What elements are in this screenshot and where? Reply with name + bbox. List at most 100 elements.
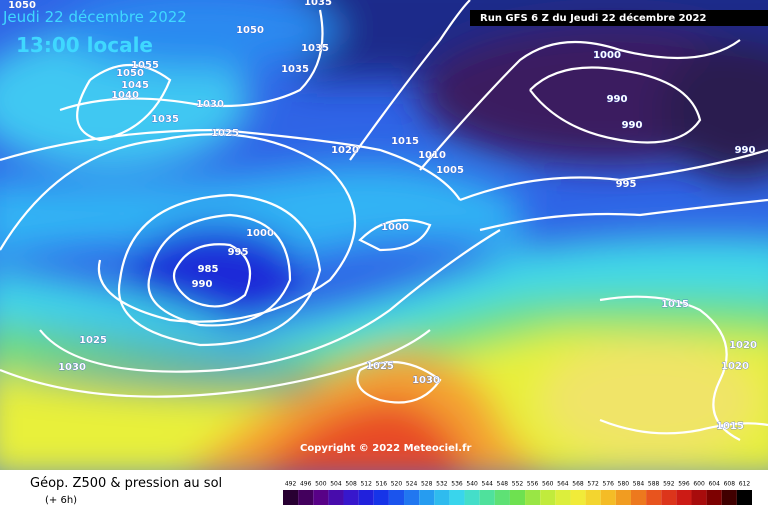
scale-swatch: [509, 490, 526, 505]
isobar-label: 1000: [381, 222, 409, 233]
isobar-label: 1020: [331, 145, 359, 156]
scale-swatch: [388, 490, 405, 505]
scale-label: 604: [708, 481, 720, 488]
scale-swatch: [358, 490, 374, 505]
scale-label: 528: [421, 481, 433, 488]
isobar-label: 1020: [721, 361, 749, 372]
scale-swatch: [736, 490, 752, 505]
scale-swatch: [404, 490, 420, 505]
isobars: [0, 0, 768, 441]
isobar-label: 1055: [131, 60, 159, 71]
scale-label: 520: [391, 481, 403, 488]
scale-swatch: [464, 490, 480, 505]
scale-swatch: [570, 490, 586, 505]
scale-swatch: [434, 490, 450, 505]
scale-swatch: [343, 490, 359, 505]
scale-swatch: [525, 490, 541, 505]
isobar-label: 1040: [111, 90, 139, 101]
scale-label: 540: [466, 481, 478, 488]
isobar-label: 1050: [116, 68, 144, 79]
scale-swatch: [479, 490, 495, 505]
isobar-label: 1005: [436, 165, 464, 176]
isobar-label: 1030: [58, 362, 86, 373]
scale-label: 560: [542, 481, 554, 488]
scale-label: 612: [739, 481, 751, 488]
isobar-label: 995: [616, 179, 637, 190]
scale-label: 548: [497, 481, 509, 488]
scale-swatch: [661, 490, 677, 505]
scale-swatch: [313, 490, 329, 505]
scale-swatch: [283, 490, 299, 505]
scale-swatch: [419, 490, 435, 505]
isobar-label: 990: [607, 94, 628, 105]
time-label: 13:00 locale: [16, 33, 153, 57]
scale-label: 580: [618, 481, 630, 488]
scale-label: 592: [663, 481, 675, 488]
isobar-label: 1000: [593, 50, 621, 61]
run-label: Run GFS 6 Z du Jeudi 22 décembre 2022: [480, 12, 706, 24]
scale-swatch: [540, 490, 556, 505]
isobar-label: 1045: [121, 80, 149, 91]
isobar-label: 1035: [301, 43, 329, 54]
scale-label: 572: [587, 481, 599, 488]
isobar-label: 1020: [729, 340, 757, 351]
isobar-label: 1025: [366, 361, 394, 372]
scale-swatch: [615, 490, 631, 505]
scale-label: 536: [451, 481, 463, 488]
scale-label: 504: [330, 481, 342, 488]
scale-swatch: [721, 490, 737, 505]
scale-swatch: [298, 490, 314, 505]
scale-label: 512: [360, 481, 372, 488]
scale-swatch: [494, 490, 510, 505]
scale-label: 492: [285, 481, 297, 488]
isobar-label: 990: [622, 120, 643, 131]
map-field: Run GFS 6 Z du Jeudi 22 décembre 2022 Je…: [0, 0, 768, 470]
scale-label: 596: [678, 481, 690, 488]
scale-label: 576: [603, 481, 615, 488]
isobar-label: 990: [735, 145, 756, 156]
scale-swatch: [555, 490, 571, 505]
isobar-label: 1035: [281, 64, 309, 75]
isobar-label: 1035: [304, 0, 332, 8]
scale-swatch: [449, 490, 465, 505]
scale-swatch: [691, 490, 707, 505]
isobar-label: 1035: [151, 114, 179, 125]
isobar-label: 985: [198, 264, 219, 275]
scale-label: 496: [300, 481, 312, 488]
isobar-label: 1000: [246, 228, 274, 239]
isobar-label: 1050: [236, 25, 264, 36]
color-scale: 492 496 500 504 508 512 516 520 524 528 532 536 540 5…: [283, 481, 752, 505]
copyright: Copyright © 2022 Meteociel.fr: [300, 443, 471, 454]
isobar-label: 1025: [211, 128, 239, 139]
scale-label: 524: [406, 481, 418, 488]
scale-swatch: [585, 490, 601, 505]
isobar-label: 1015: [661, 299, 689, 310]
scale-label: 568: [572, 481, 584, 488]
isobar-label: 1015: [391, 136, 419, 147]
scale-swatch: [676, 490, 692, 505]
legend-title: Géop. Z500 & pression au sol: [30, 476, 222, 491]
legend-subtitle: (+ 6h): [45, 495, 77, 506]
scale-swatch: [706, 490, 722, 505]
isobar-label: 1015: [716, 421, 744, 432]
scale-label: 500: [315, 481, 327, 488]
scale-swatch: [600, 490, 616, 505]
scale-label: 516: [376, 481, 388, 488]
run-banner: [470, 10, 768, 26]
isobar-label: 1025: [79, 335, 107, 346]
isobar-label: 1010: [418, 150, 446, 161]
scale-label: 600: [693, 481, 705, 488]
scale-label: 544: [482, 481, 494, 488]
scale-label: 608: [724, 481, 736, 488]
isobar-labels: 1050105010351055105010451040103510351030…: [8, 0, 757, 432]
isobar-label: 1030: [412, 375, 440, 386]
scale-label: 556: [527, 481, 539, 488]
isobar-label: 990: [192, 279, 213, 290]
isobar-label: 1030: [196, 99, 224, 110]
isobar-label: 1050: [8, 0, 36, 11]
scale-label: 564: [557, 481, 569, 488]
scale-label: 532: [436, 481, 448, 488]
scale-label: 508: [345, 481, 357, 488]
scale-label: 584: [633, 481, 645, 488]
